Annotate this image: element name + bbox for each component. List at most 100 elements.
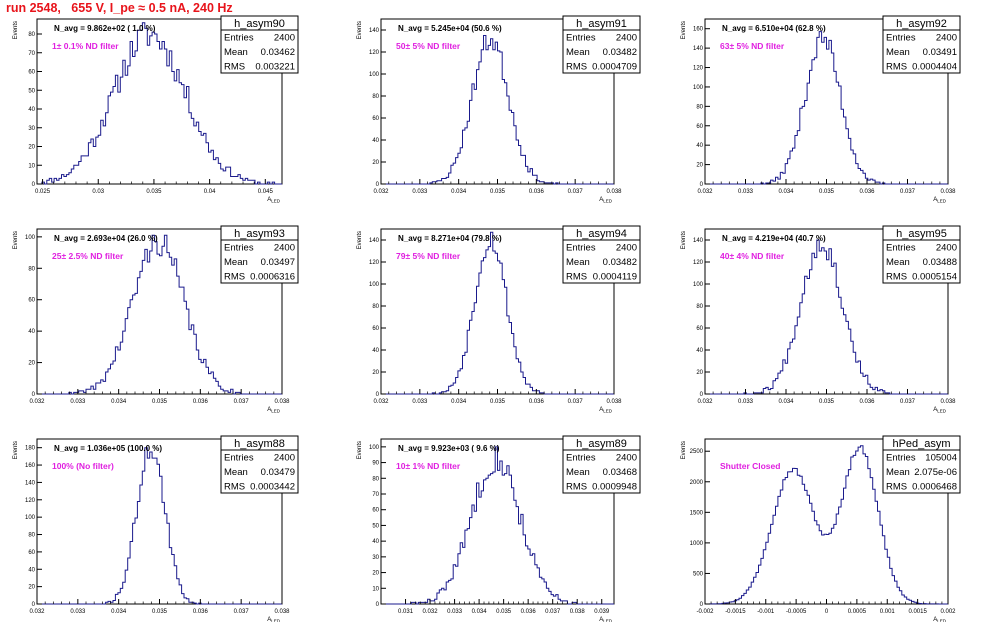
x-tick-label: 0.033 xyxy=(70,609,86,615)
stats-value-entries: 2400 xyxy=(936,243,957,254)
x-axis-label-sub: LED xyxy=(937,199,947,204)
x-tick-label: 0.036 xyxy=(521,609,537,615)
histogram-panel-h_asym89: 0.031 0.032 0.033 0.034 0.035 0.036 0.037 0.038… xyxy=(357,435,641,622)
stats-box xyxy=(882,15,961,74)
x-tick-label: 0.033 xyxy=(412,399,428,405)
x-tick-label: 0.034 xyxy=(778,399,794,405)
filter-label: 1± 0.1% ND filter xyxy=(52,41,119,51)
y-tick-label: 20 xyxy=(696,370,703,376)
x-tick-label: 0.002 xyxy=(940,609,956,615)
stats-value-mean: 0.03468 xyxy=(603,467,637,478)
histogram-series xyxy=(37,22,282,185)
y-tick-label: 100 xyxy=(25,235,36,241)
navg-label: N_avg = 4.219e+04 (40.7 %) xyxy=(722,234,826,243)
stats-label-mean: Mean xyxy=(886,257,910,268)
stats-box xyxy=(562,15,641,74)
y-tick-label: 60 xyxy=(28,550,35,556)
stats-label-rms: RMS xyxy=(886,272,907,283)
histogram-series xyxy=(705,31,948,185)
stats-label-entries: Entries xyxy=(566,453,596,464)
x-tick-label: -0.0005 xyxy=(786,609,807,615)
x-axis-label-text: A xyxy=(599,407,603,413)
stats-value-mean: 0.03497 xyxy=(261,257,295,268)
x-tick-label: 0.039 xyxy=(594,609,610,615)
y-tick-label: 140 xyxy=(25,480,36,486)
stats-box xyxy=(882,225,961,284)
x-tick-label: 0.035 xyxy=(490,399,506,405)
navg-label: N_avg = 1.036e+05 (100.0 %) xyxy=(54,444,162,453)
stats-value-rms: 0.0006316 xyxy=(250,272,295,283)
x-axis-label-sub: LED xyxy=(603,199,613,204)
stats-label-rms: RMS xyxy=(566,482,587,493)
x-tick-label: 0.034 xyxy=(451,189,467,195)
x-tick-label: 0.0005 xyxy=(848,609,867,615)
y-tick-label: 20 xyxy=(372,571,379,577)
histogram-name: h_asym91 xyxy=(576,18,627,30)
stats-box xyxy=(220,435,299,494)
histogram-panel-h_asym94: 0.032 0.033 0.034 0.035 0.036 0.037 0.038 0 20 40… xyxy=(357,225,641,414)
stats-value-rms: 0.0006468 xyxy=(912,482,957,493)
x-tick-label: 0.037 xyxy=(234,399,250,405)
x-tick-label: 0.036 xyxy=(529,399,545,405)
stats-box xyxy=(220,15,299,74)
navg-label: N_avg = 5.245e+04 (50.6 %) xyxy=(398,24,502,33)
y-tick-label: 0 xyxy=(32,182,36,188)
stats-label-mean: Mean xyxy=(566,47,590,58)
stats-label-mean: Mean xyxy=(886,467,910,478)
histogram-name: h_asym88 xyxy=(234,438,285,450)
plot-frame xyxy=(36,18,283,185)
histogram-panel-hPed_asym: -0.002 -0.0015 -0.001 -0.0005 0 0.0005 0.001 0.… xyxy=(681,435,961,622)
stats-label-rms: RMS xyxy=(566,272,587,283)
x-tick-label: 0.033 xyxy=(738,399,754,405)
histogram-name: h_asym94 xyxy=(576,228,627,240)
x-axis-label-text: A xyxy=(267,197,271,203)
x-axis-label-sub: LED xyxy=(937,409,947,414)
y-tick-label: 20 xyxy=(696,163,703,169)
filter-label: 100% (No filter) xyxy=(52,461,114,471)
histogram-name: h_asym90 xyxy=(234,18,285,30)
stats-label-entries: Entries xyxy=(224,33,254,44)
histogram-series xyxy=(37,234,282,395)
histogram-series xyxy=(381,35,614,185)
x-tick-label: 0.034 xyxy=(111,399,127,405)
stats-label-entries: Entries xyxy=(886,243,916,254)
stats-value-entries: 2400 xyxy=(274,453,295,464)
y-tick-label: 80 xyxy=(372,94,379,100)
histogram-name: h_asym93 xyxy=(234,228,285,240)
stats-label-rms: RMS xyxy=(224,482,245,493)
x-tick-label: 0.037 xyxy=(234,609,250,615)
x-tick-label: 0.033 xyxy=(70,399,86,405)
y-tick-label: 0 xyxy=(700,392,704,398)
x-axis-label-sub: LED xyxy=(271,409,281,414)
x-tick-label: 0.0015 xyxy=(908,609,927,615)
x-tick-label: 0.001 xyxy=(880,609,896,615)
stats-value-rms: 0.0003442 xyxy=(250,482,295,493)
x-tick-label: 0.032 xyxy=(697,189,713,195)
stats-label-entries: Entries xyxy=(566,33,596,44)
y-axis-label: Events xyxy=(357,231,363,249)
y-tick-label: 100 xyxy=(693,282,704,288)
x-axis-label-text: A xyxy=(267,407,271,413)
y-tick-label: 120 xyxy=(25,498,36,504)
y-tick-label: 140 xyxy=(693,46,704,52)
x-tick-label: 0.033 xyxy=(738,189,754,195)
x-axis-label-sub: LED xyxy=(603,619,613,622)
y-tick-label: 140 xyxy=(369,28,380,34)
stats-label-mean: Mean xyxy=(224,257,248,268)
stats-box xyxy=(220,225,299,284)
y-tick-label: 80 xyxy=(28,266,35,272)
y-tick-label: 40 xyxy=(372,138,379,144)
y-tick-label: 100 xyxy=(369,282,380,288)
stats-value-mean: 0.03488 xyxy=(923,257,957,268)
page-title: run 2548, 655 V, I_pe ≈ 0.5 nA, 240 Hz xyxy=(6,1,233,15)
x-tick-label: 0.037 xyxy=(545,609,561,615)
stats-label-rms: RMS xyxy=(886,62,907,73)
stats-label-mean: Mean xyxy=(224,47,248,58)
x-tick-label: 0.025 xyxy=(35,189,51,195)
x-tick-label: 0.037 xyxy=(900,189,916,195)
y-tick-label: 100 xyxy=(25,515,36,521)
stats-value-mean: 0.03482 xyxy=(603,47,637,58)
y-tick-label: 20 xyxy=(28,585,35,591)
y-axis-label: Events xyxy=(681,441,687,459)
